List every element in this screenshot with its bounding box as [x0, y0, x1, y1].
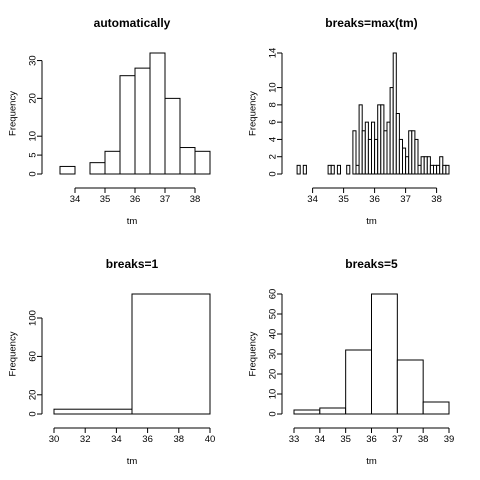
- histogram-bar: [89, 162, 106, 175]
- y-tick-label: 10: [28, 131, 39, 142]
- y-tick-label: 2: [268, 154, 279, 159]
- x-tick-label: 36: [130, 194, 141, 205]
- x-axis-label: tm: [127, 456, 138, 467]
- y-tick-label: 10: [268, 389, 279, 400]
- y-tick-label: 0: [268, 171, 279, 176]
- y-tick-label: 20: [28, 93, 39, 104]
- y-tick-label: 4: [268, 137, 279, 142]
- x-tick-label: 38: [174, 434, 185, 445]
- histogram-bar: [422, 401, 450, 415]
- x-tick-label: 35: [340, 434, 351, 445]
- x-tick-label: 33: [289, 434, 300, 445]
- histogram-bar: [104, 150, 121, 175]
- x-tick-label: 37: [160, 194, 171, 205]
- y-tick-label: 10: [268, 82, 279, 93]
- y-tick-label: 50: [268, 309, 279, 320]
- y-axis-label: Frequency: [8, 91, 19, 136]
- histogram-bar: [302, 164, 307, 175]
- y-tick-label: 0: [268, 411, 279, 416]
- histogram-bar: [352, 130, 357, 175]
- histogram-bar: [293, 409, 321, 415]
- x-tick-label: 39: [444, 434, 455, 445]
- histogram-bar: [179, 147, 196, 175]
- histogram-bar: [396, 359, 424, 415]
- histogram-bar: [119, 75, 136, 175]
- y-tick-label: 14: [268, 48, 279, 59]
- y-tick-label: 60: [268, 289, 279, 300]
- y-axis-label: Frequency: [248, 331, 259, 376]
- x-tick-label: 30: [49, 434, 60, 445]
- x-axis-label: tm: [127, 216, 138, 227]
- x-tick-label: 38: [418, 434, 429, 445]
- x-tick-label: 38: [190, 194, 201, 205]
- y-tick-label: 40: [268, 329, 279, 340]
- chart-title: breaks=5: [345, 257, 398, 271]
- y-axis-label: Frequency: [248, 91, 259, 136]
- x-tick-label: 38: [431, 194, 442, 205]
- x-axis-label: tm: [366, 216, 377, 227]
- x-tick-label: 36: [369, 194, 380, 205]
- x-tick-label: 32: [80, 434, 91, 445]
- histogram-bar: [330, 164, 335, 175]
- histogram-bar: [319, 407, 347, 415]
- chart-title: breaks=1: [106, 257, 159, 271]
- x-axis-label: tm: [366, 456, 377, 467]
- x-tick-label: 34: [111, 434, 122, 445]
- x-tick-label: 37: [400, 194, 411, 205]
- histogram-bar: [53, 408, 133, 415]
- histogram-bar: [445, 164, 450, 175]
- histogram-bar: [336, 164, 341, 175]
- y-tick-label: 8: [268, 102, 279, 107]
- histogram-bar: [164, 97, 181, 175]
- y-tick-label: 60: [28, 351, 39, 362]
- x-tick-label: 37: [392, 434, 403, 445]
- y-tick-label: 0: [28, 171, 39, 176]
- y-tick-label: 0: [28, 411, 39, 416]
- x-tick-label: 40: [205, 434, 216, 445]
- x-tick-label: 34: [315, 434, 326, 445]
- y-tick-label: 20: [28, 390, 39, 401]
- x-tick-label: 34: [70, 194, 81, 205]
- chart-title: breaks=max(tm): [325, 16, 417, 30]
- chart-title: automatically: [94, 16, 171, 30]
- histogram-bar: [296, 164, 301, 175]
- histogram-bar: [345, 349, 372, 415]
- histogram-bar: [371, 293, 398, 415]
- histogram-bar: [131, 293, 211, 415]
- y-tick-label: 6: [268, 119, 279, 124]
- x-tick-label: 35: [338, 194, 349, 205]
- y-tick-label: 20: [268, 369, 279, 380]
- histogram-panel-2: breaks=max(tm) 34 35 36 37 38 tm 0 2 4 6 8 10 14 Frequ…: [248, 16, 450, 227]
- histogram-bar: [134, 67, 151, 175]
- x-tick-label: 35: [100, 194, 111, 205]
- histogram-bar: [149, 52, 166, 175]
- y-tick-label: 30: [28, 55, 39, 66]
- histogram-bar: [194, 150, 211, 175]
- y-tick-label: 5: [28, 152, 39, 157]
- y-tick-label: 30: [268, 349, 279, 360]
- y-axis-label: Frequency: [8, 331, 19, 376]
- histogram-bar: [414, 138, 419, 175]
- y-tick-label: 100: [28, 310, 39, 326]
- histogram-panel-4: breaks=5 33 34 35 36 37 38 39 tm 0 10 20 30 40 50 60 Fre…: [248, 257, 455, 467]
- x-tick-label: 34: [307, 194, 318, 205]
- histogram-bar: [346, 164, 351, 175]
- histogram-bar: [59, 165, 76, 175]
- histogram-panel-1: automatically 34 35 36 37 38 tm 0 5 10 20 30 Frequen…: [8, 16, 211, 227]
- x-tick-label: 36: [366, 434, 377, 445]
- x-tick-label: 36: [142, 434, 153, 445]
- histogram-panel-3: breaks=1 30 32 34 36 38 40 tm 0 20 60 100 Frequency: [8, 257, 216, 467]
